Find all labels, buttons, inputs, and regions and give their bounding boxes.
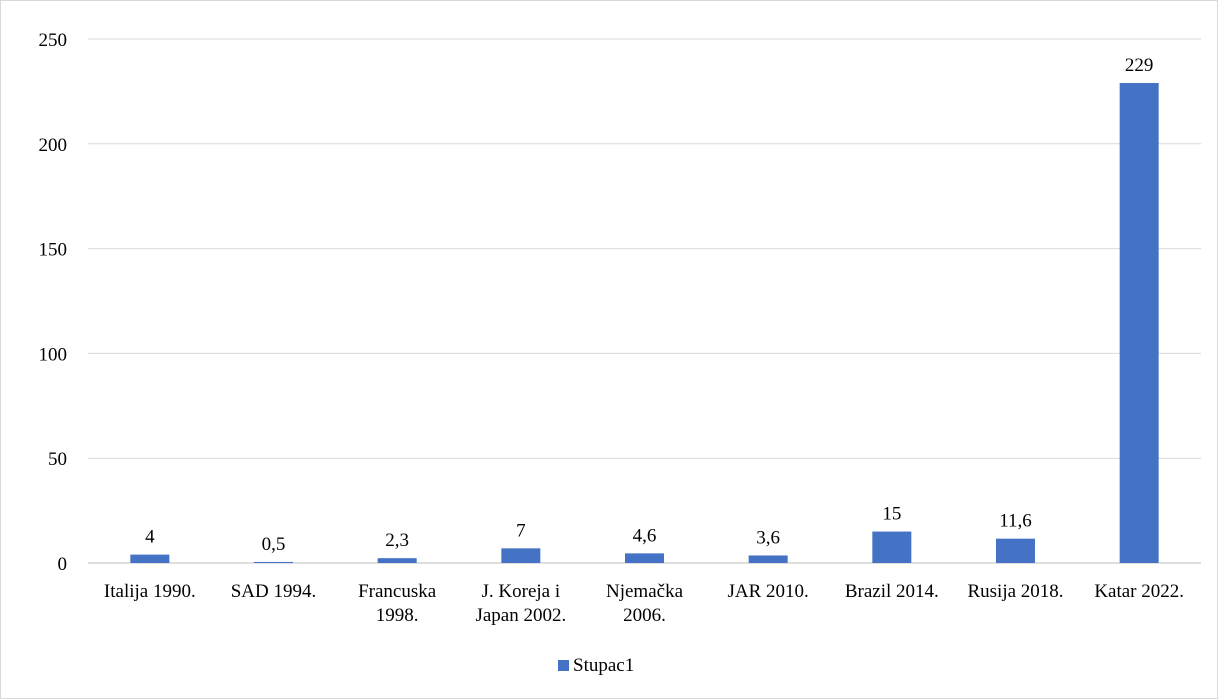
x-category-label: Francuska — [358, 581, 437, 602]
x-category-label: Rusija 2018. — [967, 581, 1063, 602]
bars — [130, 83, 1159, 564]
x-category-label: Italija 1990. — [104, 581, 196, 602]
x-category-label: Brazil 2014. — [845, 581, 939, 602]
data-label: 7 — [516, 520, 526, 541]
y-tick-label: 0 — [58, 554, 68, 575]
data-label: 4 — [145, 527, 155, 548]
bar — [501, 548, 541, 563]
bar — [872, 531, 912, 563]
data-label: 2,3 — [385, 530, 409, 551]
data-label: 229 — [1125, 55, 1154, 76]
data-label: 11,6 — [999, 511, 1032, 532]
data-label: 15 — [882, 504, 901, 525]
bar — [254, 561, 293, 563]
data-label: 4,6 — [633, 525, 657, 546]
y-tick-label: 150 — [39, 240, 68, 261]
bar — [377, 558, 417, 563]
data-label: 0,5 — [262, 534, 286, 555]
x-axis-categories: Italija 1990. SAD 1994. Francuska 1998. J. K… — [104, 581, 1184, 626]
x-category-label: JAR 2010. — [728, 581, 809, 602]
legend: Stupac1 — [558, 655, 634, 676]
y-axis-ticks: 0 50 100 150 200 250 — [39, 30, 68, 575]
bar — [1119, 83, 1159, 564]
x-category-label: SAD 1994. — [231, 581, 317, 602]
y-tick-label: 250 — [39, 30, 68, 51]
bar — [625, 553, 664, 563]
data-labels: 4 0,5 2,3 7 4,6 3,6 15 11,6 229 — [145, 55, 1153, 555]
x-category-label: J. Koreja i — [482, 581, 561, 602]
x-category-label: Njemačka — [606, 581, 684, 602]
x-category-label: 1998. — [376, 605, 419, 626]
bar — [130, 554, 170, 563]
y-tick-label: 50 — [48, 449, 67, 470]
legend-swatch — [558, 660, 569, 671]
data-label: 3,6 — [756, 527, 780, 548]
bar — [748, 555, 788, 563]
gridlines — [88, 38, 1201, 564]
y-tick-label: 200 — [39, 135, 68, 156]
x-category-label: Japan 2002. — [475, 605, 566, 626]
legend-label: Stupac1 — [573, 655, 634, 676]
bar — [996, 538, 1035, 563]
x-category-label: 2006. — [623, 605, 666, 626]
y-tick-label: 100 — [39, 344, 68, 365]
x-category-label: Katar 2022. — [1094, 581, 1184, 602]
